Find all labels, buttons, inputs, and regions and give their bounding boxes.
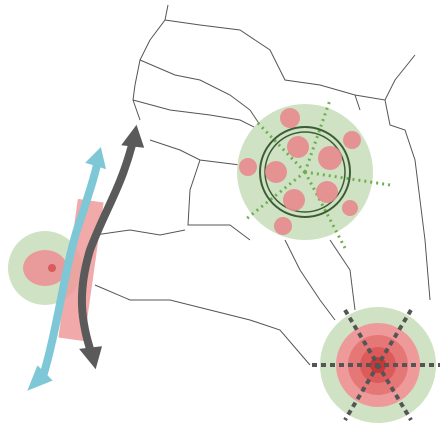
zone-dot	[48, 264, 56, 272]
ring-outer	[259, 126, 351, 218]
spokes	[244, 99, 391, 249]
hub-node	[312, 307, 440, 423]
road-network	[94, 4, 431, 366]
cluster-node	[237, 99, 391, 249]
spokes	[312, 308, 440, 422]
blue-arrow	[27, 147, 107, 391]
zone-core	[23, 250, 67, 286]
gray-arrow	[77, 124, 145, 370]
sub-centers	[239, 108, 361, 235]
